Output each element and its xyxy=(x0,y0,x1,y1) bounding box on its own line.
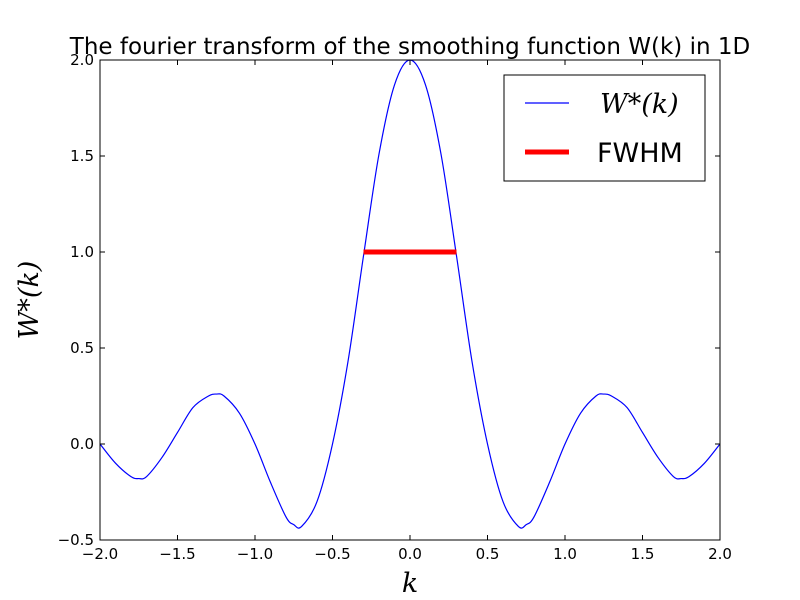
y-tick-label: 1.5 xyxy=(70,147,94,165)
x-tick-label: 0.5 xyxy=(476,545,500,563)
x-tick-label: −0.5 xyxy=(314,545,350,563)
plot-frame xyxy=(99,59,721,541)
y-tick-label: 1.0 xyxy=(70,243,94,261)
x-tick-label: 2.0 xyxy=(708,545,732,563)
y-axis-label: W*(k) xyxy=(14,261,45,340)
x-tick-label: −1.0 xyxy=(237,545,273,563)
legend-label-w-star: W*(k) xyxy=(600,89,679,120)
x-tick-label: −2.0 xyxy=(82,545,118,563)
legend: W*(k) FWHM xyxy=(503,74,706,182)
legend-label-fwhm: FWHM xyxy=(597,138,683,169)
y-tick-label: 0.0 xyxy=(70,435,94,453)
legend-box xyxy=(503,74,706,182)
chart-title: The fourier transform of the smoothing f… xyxy=(69,34,750,60)
x-tick-label: −1.5 xyxy=(159,545,195,563)
y-tick-label: 0.5 xyxy=(70,339,94,357)
y-tick-label: 2.0 xyxy=(70,51,94,69)
y-tick-label: −0.5 xyxy=(58,531,94,549)
x-tick-labels: −2.0 −1.5 −1.0 −0.5 0.0 0.5 1.0 1.5 2.0 xyxy=(82,545,732,563)
x-tick-label: 1.5 xyxy=(631,545,655,563)
y-tick-labels: −0.5 0.0 0.5 1.0 1.5 2.0 xyxy=(58,51,94,549)
x-tick-label: 0.0 xyxy=(398,545,422,563)
x-tick-label: 1.0 xyxy=(553,545,577,563)
x-axis-label: k xyxy=(402,568,418,599)
